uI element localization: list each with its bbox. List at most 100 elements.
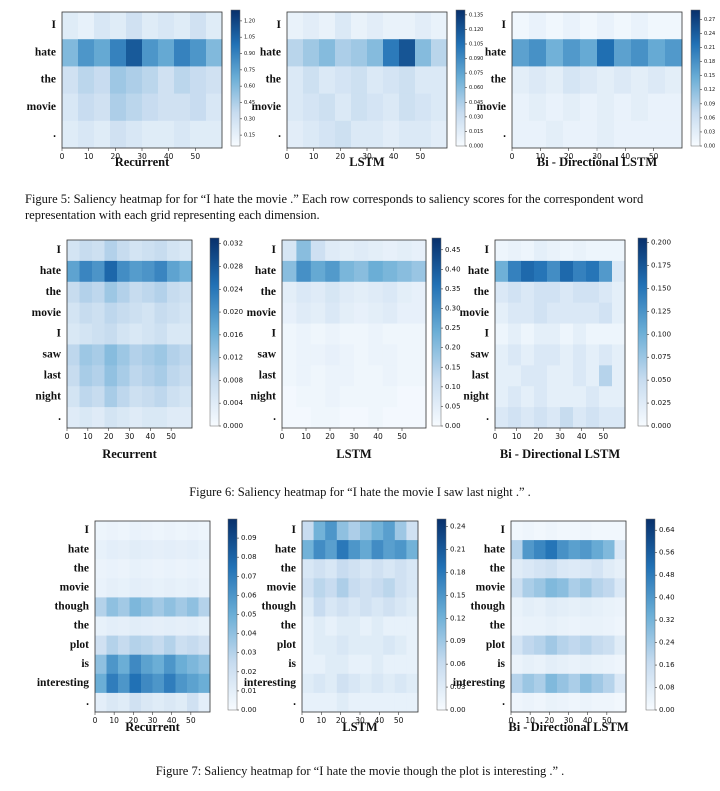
heatmap-cell: [580, 559, 592, 579]
heatmap-cell: [580, 12, 598, 40]
heatmap-cell: [614, 635, 627, 656]
colorbar-tick-label: 0.25: [445, 324, 461, 332]
heatmap-cell: [546, 66, 564, 94]
heatmap-cell: [303, 93, 320, 122]
x-axis-label: Bi - Directional LSTM: [537, 155, 657, 169]
heatmap-cell: [511, 616, 523, 636]
heatmap-cell: [104, 281, 118, 304]
heatmap-cell: [406, 559, 419, 579]
colorbar-tick-label: 0.32: [659, 616, 675, 624]
heatmap-cell: [351, 120, 368, 149]
heatmap-cell: [351, 93, 368, 122]
heatmap-cell: [187, 578, 199, 598]
row-label: saw: [470, 349, 489, 361]
row-label: the: [46, 286, 61, 298]
heatmap-cell: [368, 260, 384, 283]
heatmap-cell: [206, 93, 223, 122]
heatmap-cell: [106, 616, 119, 636]
heatmap-cell: [126, 120, 143, 149]
heatmap-cell: [591, 635, 604, 656]
heatmap-cell: [94, 39, 111, 67]
heatmap-cell: [198, 578, 211, 598]
heatmap-cell: [603, 597, 615, 617]
heatmap-cell: [152, 673, 165, 694]
x-tick-label: 30: [148, 716, 158, 725]
colorbar-tick-label: 0.15: [450, 591, 466, 599]
heatmap-cell: [560, 240, 574, 262]
heatmap-cell: [411, 365, 427, 387]
heatmap-cell: [325, 635, 338, 656]
heatmap-cell: [599, 365, 613, 387]
heatmap-cell: [511, 540, 523, 560]
row-label: movie: [460, 307, 489, 319]
heatmap-cell: [371, 616, 384, 636]
colorbar-tick-label: 0.40: [659, 594, 675, 602]
heatmap-cell: [511, 521, 523, 541]
heatmap-cell: [614, 616, 627, 636]
colorbar-tick-label: 0.35: [445, 285, 461, 293]
heatmap-cell: [522, 578, 535, 598]
colorbar: [227, 518, 238, 711]
heatmap-cell: [360, 597, 372, 617]
heatmap-cell: [383, 120, 400, 149]
heatmap-cell: [325, 344, 340, 366]
heatmap-cell: [117, 365, 130, 387]
x-axis-label: Recurrent: [115, 155, 170, 169]
heatmap-cell: [351, 39, 368, 67]
heatmap-cell: [529, 93, 547, 122]
heatmap-cell: [154, 386, 168, 408]
heatmap-cell: [399, 39, 416, 67]
heatmap-cell: [187, 597, 199, 617]
heatmap-cell: [568, 521, 581, 541]
heatmap-cell: [431, 120, 448, 149]
heatmap-cell: [142, 66, 159, 94]
heatmap-cell: [117, 323, 130, 345]
x-tick-label: 10: [309, 152, 319, 161]
heatmap-cell: [614, 654, 627, 675]
heatmap-cell: [336, 597, 349, 617]
heatmap-cell: [614, 120, 632, 149]
heatmap-cell: [354, 323, 369, 345]
heatmap-cell: [563, 120, 581, 149]
heatmap-cell: [557, 597, 569, 617]
heatmap-cell: [547, 323, 561, 345]
heatmap-cell: [152, 597, 165, 617]
heatmap-cell: [106, 597, 119, 617]
colorbar-tick-label: 0.24: [450, 523, 466, 531]
heatmap-cell: [142, 120, 159, 149]
row-label: movie: [32, 307, 61, 319]
heatmap-cell: [79, 344, 93, 366]
heatmap-cell: [79, 260, 93, 283]
heatmap-cell: [580, 578, 592, 598]
heatmap-cell: [529, 120, 547, 149]
heatmap-cell: [495, 323, 509, 345]
colorbar-tick-label: 0.18: [704, 59, 715, 65]
heatmap-cell: [348, 521, 361, 541]
heatmap-cell: [154, 344, 168, 366]
heatmap-cell: [560, 281, 574, 304]
row-label: .: [503, 128, 506, 140]
heatmap-cell: [117, 344, 130, 366]
heatmap-cell: [360, 692, 372, 713]
heatmap-cell: [521, 407, 535, 429]
heatmap-cell: [282, 302, 297, 324]
heatmap-cell: [313, 597, 326, 617]
heatmap-cell: [508, 344, 522, 366]
heatmap-cell: [335, 93, 352, 122]
heatmap-cell: [534, 692, 546, 713]
row-label: hate: [40, 265, 61, 277]
heatmap-cell: [198, 654, 211, 675]
heatmap-cell: [599, 323, 613, 345]
colorbar-tick-label: 0.015: [469, 129, 483, 135]
heatmap-cell: [104, 323, 118, 345]
heatmap-cell: [129, 302, 143, 324]
heatmap-cell: [348, 616, 361, 636]
x-axis-label: Bi - Directional LSTM: [500, 447, 620, 461]
heatmap-cell: [573, 323, 587, 345]
heatmap-cell: [371, 673, 384, 694]
x-tick-label: 30: [137, 152, 147, 161]
colorbar-tick-label: 0.20: [445, 344, 461, 352]
x-tick-label: 30: [355, 716, 365, 725]
heatmap-cell: [67, 240, 80, 262]
heatmap-cell: [142, 323, 155, 345]
